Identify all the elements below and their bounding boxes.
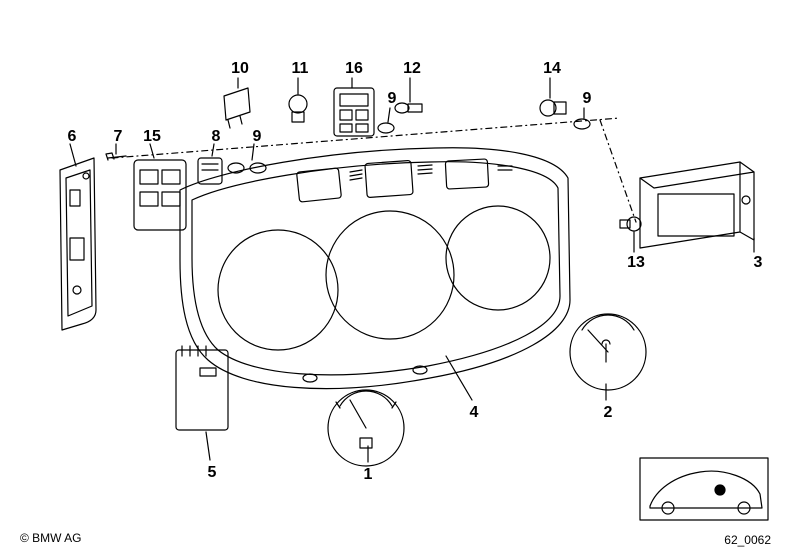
callout-3: 3 [746, 254, 770, 272]
callout-13: 13 [624, 254, 648, 272]
callout-7: 7 [106, 128, 130, 146]
copyright-text: © BMW AG [20, 531, 82, 545]
callout-9b: 9 [380, 90, 404, 108]
diagram-id: 62_0062 [724, 533, 771, 547]
lineart-svg [0, 0, 799, 559]
callout-4: 4 [462, 404, 486, 422]
diagram-canvas: { "copyright": "© BMW AG", "diagram_id":… [0, 0, 799, 559]
callout-6: 6 [60, 128, 84, 146]
callout-9c: 9 [575, 90, 599, 108]
callout-2: 2 [596, 404, 620, 422]
callout-12: 12 [400, 60, 424, 78]
callout-5: 5 [200, 464, 224, 482]
callout-1: 1 [356, 466, 380, 484]
callout-8: 8 [204, 128, 228, 146]
callout-15: 15 [140, 128, 164, 146]
callout-10: 10 [228, 60, 252, 78]
callout-14: 14 [540, 60, 564, 78]
callout-16: 16 [342, 60, 366, 78]
callout-11: 11 [288, 60, 312, 78]
callout-9a: 9 [245, 128, 269, 146]
